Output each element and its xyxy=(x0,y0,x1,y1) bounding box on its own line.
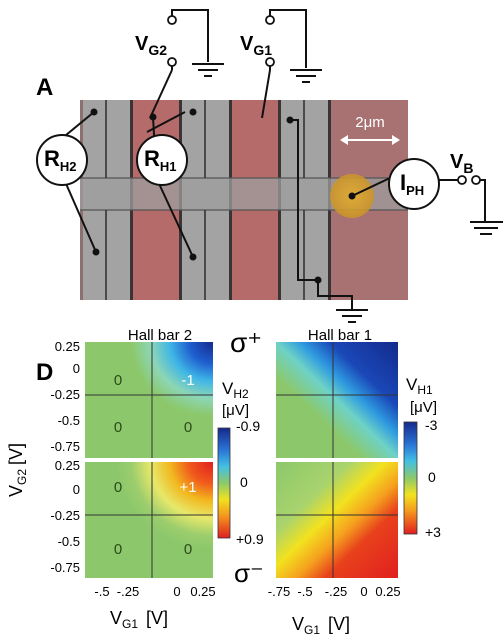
x-tick: -.5 xyxy=(94,584,109,599)
y-tick: -0.5 xyxy=(58,413,80,428)
x-tick: -.25 xyxy=(117,584,139,599)
x-tick: -.75 xyxy=(268,584,290,599)
y-tick: 0 xyxy=(73,361,80,376)
colorbar-hb2-bottom: +0.9 xyxy=(236,531,264,547)
y-tick: -0.75 xyxy=(50,560,80,575)
rh2-label: RH2 xyxy=(44,146,77,174)
rh1-label: RH1 xyxy=(144,146,177,174)
map-hb1-sigma-minus xyxy=(276,462,398,578)
x-ticks-right: -.75 -.5 -.25 0 0.25 xyxy=(268,584,401,599)
sigma-minus-label: σ⁻ xyxy=(234,558,264,588)
y-tick: -0.75 xyxy=(50,439,80,454)
x-tick: 0.25 xyxy=(190,584,215,599)
colorbar-hb1-bottom: +3 xyxy=(425,524,441,540)
y-ticks-top: 0.25 0 -0.25 -0.5 -0.75 xyxy=(50,339,80,454)
y-tick: -0.25 xyxy=(50,508,80,523)
quad-label: 0 xyxy=(184,419,192,436)
map-hb1-sigma-plus xyxy=(276,342,398,458)
quad-label: 0 xyxy=(184,541,192,558)
quadrant-labels-top: 0 -1 0 0 xyxy=(114,372,195,436)
scale-bar-label: 2μm xyxy=(355,114,384,131)
iph-meter: IPH xyxy=(388,158,440,210)
scale-bar xyxy=(340,135,400,145)
quad-label: 0 xyxy=(114,479,122,496)
colorbar-hb2: VH2 [μV] -0.9 0 +0.9 xyxy=(217,379,264,547)
y-tick: 0 xyxy=(73,482,80,497)
rh1-meter: RH1 xyxy=(136,134,188,186)
hb1-title: Hall bar 1 xyxy=(308,327,372,344)
colorbar-hb1: VH1 [μV] -3 0 +3 xyxy=(403,375,441,540)
vb-label: VB xyxy=(450,151,473,176)
colorbar-hb1-title: VH1 xyxy=(406,375,433,397)
rh2-meter: RH2 xyxy=(36,134,88,186)
quad-label: 0 xyxy=(114,541,122,558)
panel-d-letter: D xyxy=(36,359,53,386)
x-tick: 0.25 xyxy=(375,584,400,599)
ground-symbols xyxy=(192,63,503,323)
x-axis-label-right: VG1 [V] xyxy=(292,614,350,637)
contact-dots xyxy=(90,108,356,284)
map-hb2-sigma-minus xyxy=(85,462,213,578)
x-tick: -.25 xyxy=(325,584,347,599)
colorbar-hb2-mid: 0 xyxy=(240,474,248,490)
y-axis-label: VG2[V] xyxy=(6,443,29,497)
y-tick: -0.25 xyxy=(50,387,80,402)
quad-label: -1 xyxy=(181,372,194,389)
y-ticks-bottom: 0.25 0 -0.25 -0.5 -0.75 xyxy=(50,458,80,575)
iph-label: IPH xyxy=(400,170,424,198)
device-micrograph xyxy=(80,100,408,300)
x-ticks-left: -.5 -.25 0 0.25 xyxy=(94,584,215,599)
colorbar-hb2-title: VH2 xyxy=(222,379,249,401)
quad-label: +1 xyxy=(179,479,196,496)
colorbar-hb1-mid: 0 xyxy=(428,469,436,485)
x-tick: -.5 xyxy=(297,584,312,599)
gate-terminals xyxy=(167,15,275,67)
x-tick: 0 xyxy=(173,584,180,599)
colorbar-hb1-unit: [μV] xyxy=(410,399,437,416)
panel-a-letter: A xyxy=(36,74,53,101)
y-tick: -0.5 xyxy=(58,534,80,549)
colorbar-hb2-unit: [μV] xyxy=(222,402,249,419)
hb2-title: Hall bar 2 xyxy=(128,327,192,344)
x-tick: 0 xyxy=(360,584,367,599)
map-hb2-sigma-plus xyxy=(85,342,213,458)
y-tick: 0.25 xyxy=(55,339,80,354)
vg1-label: VG1 xyxy=(240,33,272,58)
gate-labels: VG2 VG1 VB xyxy=(135,33,473,176)
colorbar-hb2-top: -0.9 xyxy=(236,418,260,434)
vg2-label: VG2 xyxy=(135,33,167,58)
quad-label: 0 xyxy=(114,372,122,389)
quadrant-labels-bottom: 0 +1 0 0 xyxy=(114,479,197,558)
sigma-plus-label: σ⁺ xyxy=(230,327,262,358)
colorbar-hb1-top: -3 xyxy=(425,417,438,433)
quad-label: 0 xyxy=(114,419,122,436)
x-axis-label-left: VG1 [V] xyxy=(110,608,168,631)
y-tick: 0.25 xyxy=(55,458,80,473)
